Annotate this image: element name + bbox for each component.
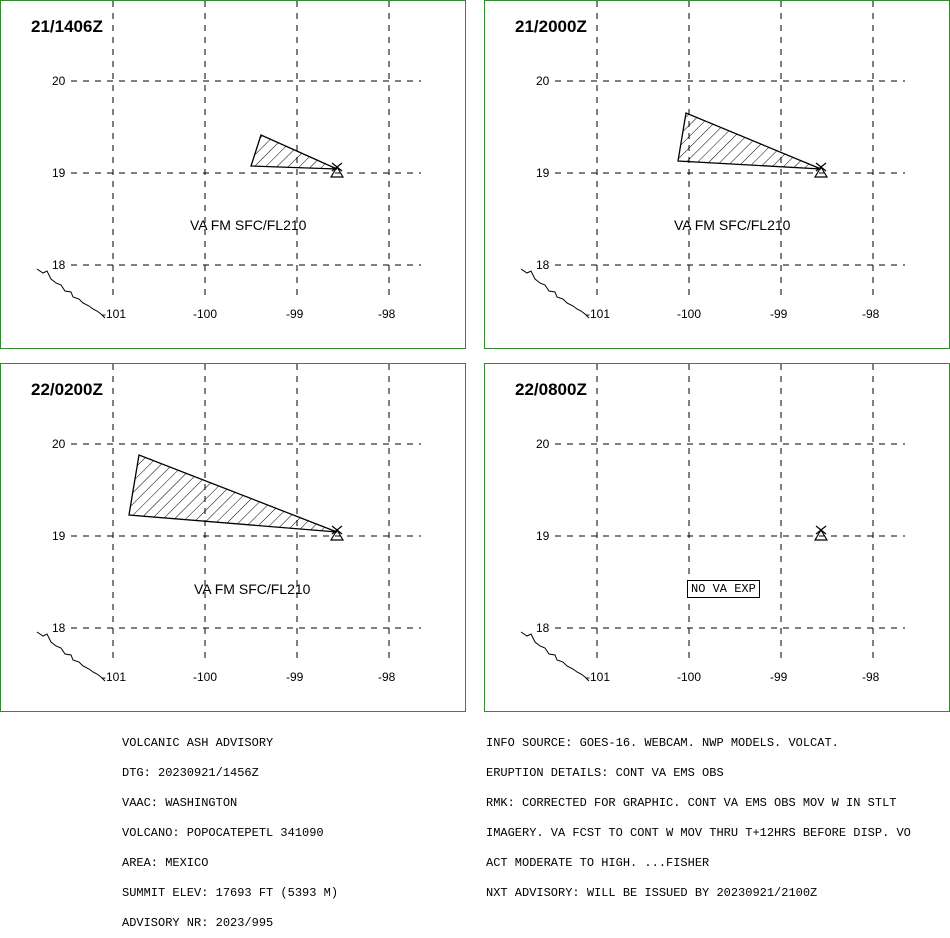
forecast-panel-1: 21/1406Z 20 19 18 -101 -100 -99 -98 VA F… [0,0,466,349]
advisory-line: VOLCANO: POPOCATEPETL 341090 [122,826,324,840]
coastline [520,631,590,682]
volcano-icon [813,525,829,541]
map-1 [36,1,421,319]
ash-polygon [128,454,338,533]
volcano-icon [813,162,829,178]
advisory-line: SUMMIT ELEV: 17693 FT (5393 M) [122,886,339,900]
lon-label: -100 [193,307,218,321]
lon-label: -100 [677,307,702,321]
no-va-expected-box: NO VA EXP [687,580,760,598]
lat-label: 19 [52,529,66,543]
map-3 [36,364,421,682]
advisory-line: NXT ADVISORY: WILL BE ISSUED BY 20230921… [486,886,818,900]
lat-label: 20 [536,437,550,451]
forecast-panel-4: 22/0800Z 20 19 18 -101 -100 -99 -98 NO V… [484,363,950,712]
lon-label: -100 [193,670,218,684]
advisory-line: DTG: 20230921/1456Z [122,766,259,780]
advisory-line: VOLCANIC ASH ADVISORY [122,736,274,750]
advisory-line: INFO SOURCE: GOES-16. WEBCAM. NWP MODELS… [486,736,839,750]
lon-label: -98 [378,670,396,684]
advisory-line: VAAC: WASHINGTON [122,796,238,810]
lat-label: 18 [536,621,550,635]
lon-label: -101 [102,307,127,321]
advisory-line: AREA: MEXICO [122,856,209,870]
lon-label: -100 [677,670,702,684]
panel-time: 21/2000Z [515,17,587,36]
lat-label: 20 [536,74,550,88]
advisory-line: ACT MODERATE TO HIGH. ...FISHER [486,856,710,870]
advisory-right: INFO SOURCE: GOES-16. WEBCAM. NWP MODELS… [486,718,911,908]
lat-label: 18 [52,621,66,635]
lon-label: -98 [862,307,880,321]
lat-label: 18 [536,258,550,272]
lat-label: 19 [536,166,550,180]
lat-label: 20 [52,437,66,451]
advisory-line: IMAGERY. VA FCST TO CONT W MOV THRU T+12… [486,826,911,840]
lon-label: -101 [586,307,611,321]
volcano-icon [329,525,345,541]
advisory-line: ADVISORY NR: 2023/995 [122,916,274,930]
forecast-panel-2: 21/2000Z 20 19 18 -101 -100 -99 -98 VA F… [484,0,950,349]
panel-time: 22/0800Z [515,380,587,399]
lon-label: -98 [862,670,880,684]
lon-label: -99 [286,670,304,684]
lat-label: 19 [52,166,66,180]
advisory-left: VOLCANIC ASH ADVISORY DTG: 20230921/1456… [122,718,338,938]
ash-polygon [250,134,338,170]
advisory-line: ERUPTION DETAILS: CONT VA EMS OBS [486,766,724,780]
lat-label: 20 [52,74,66,88]
map-2 [520,1,905,319]
advisory-line: RMK: CORRECTED FOR GRAPHIC. CONT VA EMS … [486,796,897,810]
lat-label: 18 [52,258,66,272]
va-level-label: VA FM SFC/FL210 [194,581,311,597]
va-level-label: VA FM SFC/FL210 [190,217,307,233]
volcano-icon [329,162,345,178]
coastline [36,268,106,319]
lon-label: -99 [286,307,304,321]
ash-polygon [677,112,822,170]
map-4 [520,364,905,682]
forecast-panel-3: 22/0200Z 20 19 18 -101 -100 -99 -98 VA F… [0,363,466,712]
coastline [36,631,106,682]
lon-label: -98 [378,307,396,321]
panel-time: 22/0200Z [31,380,103,399]
lon-label: -99 [770,670,788,684]
lon-label: -101 [586,670,611,684]
va-level-label: VA FM SFC/FL210 [674,217,791,233]
coastline [520,268,590,319]
lat-label: 19 [536,529,550,543]
lon-label: -99 [770,307,788,321]
lon-label: -101 [102,670,127,684]
panel-time: 21/1406Z [31,17,103,36]
